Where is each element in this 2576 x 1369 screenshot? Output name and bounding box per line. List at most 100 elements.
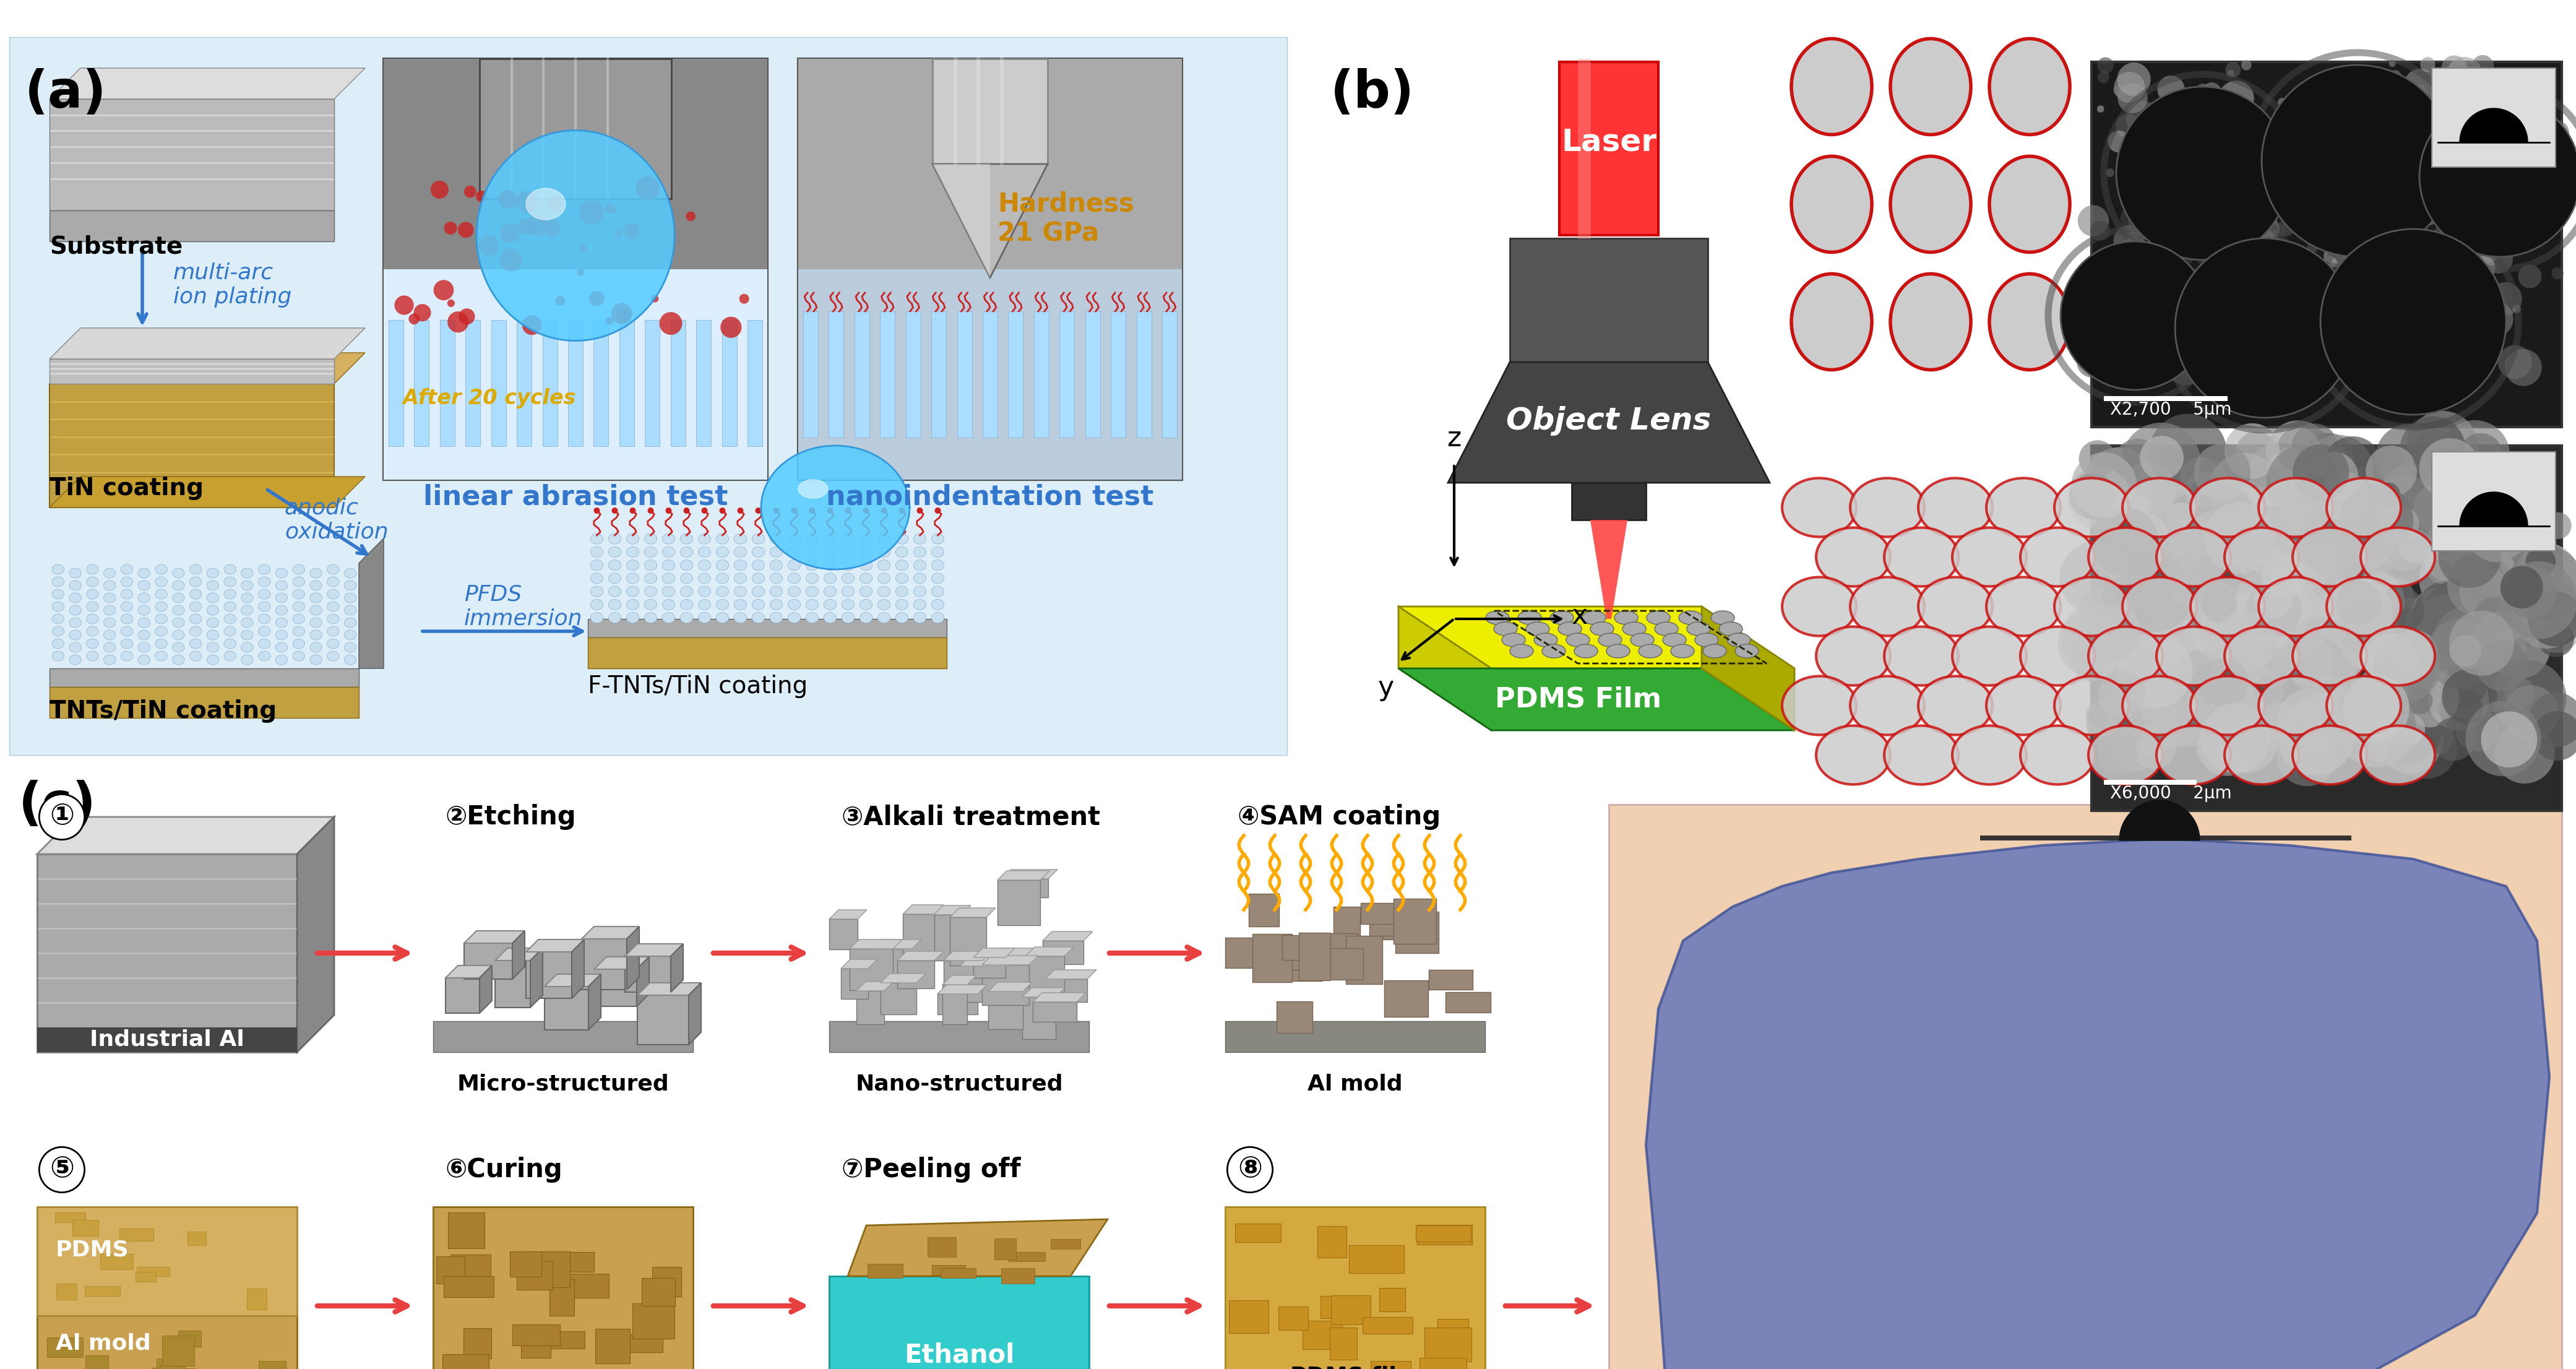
Polygon shape [36, 1027, 296, 1053]
Circle shape [2151, 698, 2200, 747]
Ellipse shape [52, 576, 64, 587]
Polygon shape [1646, 839, 2550, 1369]
Ellipse shape [770, 546, 783, 557]
Ellipse shape [896, 534, 909, 543]
Circle shape [2215, 711, 2277, 773]
Polygon shape [595, 957, 649, 969]
Ellipse shape [139, 617, 149, 627]
Bar [958, 311, 971, 438]
Circle shape [2411, 713, 2452, 757]
Bar [799, 59, 1182, 479]
Circle shape [2324, 256, 2336, 268]
Circle shape [2303, 435, 2372, 507]
Circle shape [2202, 231, 2239, 266]
Circle shape [2128, 207, 2154, 234]
Polygon shape [2460, 108, 2527, 142]
Bar [2432, 452, 2555, 550]
Polygon shape [1430, 969, 1473, 990]
Circle shape [2401, 277, 2414, 290]
Polygon shape [538, 1253, 595, 1272]
Circle shape [2241, 60, 2251, 70]
Circle shape [2450, 635, 2481, 667]
Circle shape [2257, 649, 2293, 686]
Circle shape [2231, 570, 2311, 649]
Ellipse shape [206, 617, 219, 627]
Text: (a): (a) [26, 68, 106, 118]
Ellipse shape [2020, 527, 2094, 586]
Bar [1981, 835, 2352, 841]
Circle shape [2280, 481, 2342, 543]
Text: Al mold: Al mold [57, 1333, 152, 1354]
Ellipse shape [2360, 726, 2434, 784]
Polygon shape [49, 211, 335, 241]
Ellipse shape [896, 612, 909, 623]
Polygon shape [840, 960, 878, 969]
Ellipse shape [680, 546, 693, 557]
Circle shape [2190, 275, 2215, 303]
Circle shape [430, 181, 448, 199]
Polygon shape [513, 931, 526, 979]
Circle shape [2488, 282, 2522, 315]
Polygon shape [137, 1266, 170, 1276]
Ellipse shape [2259, 676, 2334, 735]
Circle shape [2079, 587, 2120, 628]
Circle shape [2151, 148, 2164, 160]
Circle shape [2465, 483, 2540, 557]
Circle shape [2396, 717, 2458, 779]
Circle shape [2504, 349, 2543, 386]
Circle shape [2115, 71, 2146, 103]
Circle shape [2169, 353, 2202, 386]
Circle shape [2318, 576, 2393, 650]
Circle shape [2249, 215, 2280, 244]
Ellipse shape [788, 612, 801, 623]
Polygon shape [595, 1329, 631, 1364]
Ellipse shape [1703, 645, 1726, 658]
Polygon shape [448, 1213, 484, 1249]
Circle shape [2123, 679, 2164, 720]
Circle shape [2102, 632, 2172, 702]
Text: TNTs/TiN coating: TNTs/TiN coating [49, 700, 276, 723]
Ellipse shape [258, 652, 270, 661]
Circle shape [2342, 632, 2362, 652]
Circle shape [2079, 205, 2110, 237]
Bar [799, 270, 1182, 479]
Ellipse shape [752, 586, 765, 597]
Ellipse shape [258, 613, 270, 624]
Ellipse shape [662, 546, 675, 557]
Ellipse shape [2293, 527, 2367, 586]
Ellipse shape [191, 613, 201, 624]
Circle shape [2262, 64, 2452, 257]
Circle shape [2200, 704, 2228, 731]
Ellipse shape [2123, 676, 2197, 735]
Polygon shape [1703, 606, 1795, 730]
Ellipse shape [345, 605, 355, 615]
Ellipse shape [734, 546, 747, 557]
Polygon shape [464, 931, 526, 943]
Circle shape [605, 204, 613, 212]
Ellipse shape [2020, 627, 2094, 686]
Circle shape [2136, 570, 2197, 631]
Ellipse shape [788, 534, 801, 543]
Circle shape [2352, 668, 2411, 726]
Polygon shape [1316, 1227, 1347, 1258]
Ellipse shape [716, 560, 729, 571]
Circle shape [2530, 144, 2563, 177]
Circle shape [2123, 423, 2200, 502]
Circle shape [2537, 622, 2573, 657]
Ellipse shape [276, 617, 289, 627]
Ellipse shape [70, 642, 82, 652]
Polygon shape [994, 1239, 1015, 1259]
Ellipse shape [1816, 627, 1891, 686]
Text: ④SAM coating: ④SAM coating [1236, 804, 1440, 830]
Circle shape [2136, 292, 2156, 312]
Circle shape [2378, 519, 2429, 571]
Polygon shape [443, 1354, 489, 1369]
Circle shape [2354, 267, 2383, 293]
Ellipse shape [1850, 478, 1924, 537]
Circle shape [500, 223, 520, 242]
Text: anodic
oxidation: anodic oxidation [283, 497, 389, 542]
Ellipse shape [644, 560, 657, 571]
Circle shape [2117, 632, 2192, 708]
Polygon shape [296, 817, 335, 1053]
Ellipse shape [644, 534, 657, 543]
